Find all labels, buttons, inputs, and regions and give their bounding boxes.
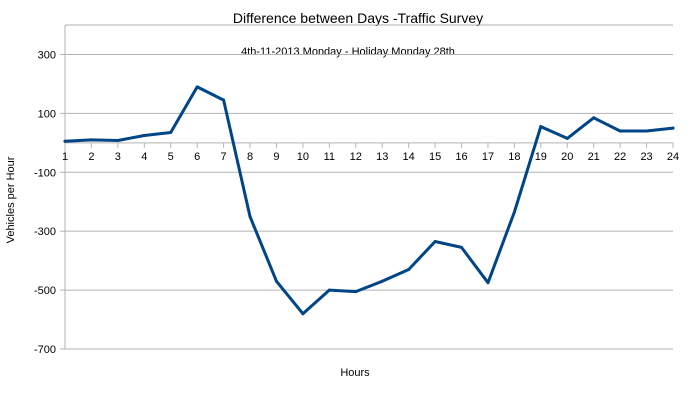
data-point bbox=[433, 240, 437, 243]
x-tick-label: 17 bbox=[482, 151, 494, 163]
axes bbox=[64, 25, 673, 349]
x-tick-label: 8 bbox=[247, 151, 253, 163]
y-tick-label: 300 bbox=[38, 49, 56, 61]
series-group bbox=[63, 85, 675, 316]
data-point bbox=[618, 129, 622, 133]
data-point bbox=[645, 129, 649, 133]
x-tick-label: 4 bbox=[141, 151, 147, 163]
data-point bbox=[248, 215, 252, 218]
data-point bbox=[380, 279, 384, 283]
x-tick-label: 24 bbox=[667, 151, 679, 163]
data-point bbox=[565, 136, 569, 140]
x-tick-label: 11 bbox=[324, 151, 335, 163]
y-tick-label: -500 bbox=[34, 285, 56, 297]
x-tick-label: 5 bbox=[168, 151, 174, 163]
data-point bbox=[195, 85, 199, 89]
y-axis-ticks: 300 100 -100 -300 -500 -700 bbox=[34, 49, 65, 356]
data-point bbox=[486, 281, 490, 285]
data-point bbox=[142, 134, 146, 137]
x-tick-label: 15 bbox=[429, 151, 441, 163]
x-axis-ticks: 1 2 3 4 5 6 7 8 9 10 11 12 13 14 15 16 17 18 19 20 21 22 23 24 bbox=[62, 142, 679, 163]
x-tick-label: 23 bbox=[640, 151, 652, 163]
data-point bbox=[354, 290, 358, 294]
x-tick-label: 2 bbox=[88, 151, 94, 163]
x-tick-label: 1 bbox=[62, 151, 68, 163]
data-point bbox=[460, 245, 463, 249]
data-point bbox=[592, 116, 596, 120]
gridlines bbox=[65, 24, 673, 350]
x-tick-label: 13 bbox=[376, 151, 388, 163]
y-tick-label: -300 bbox=[34, 226, 56, 238]
x-tick-label: 9 bbox=[273, 151, 279, 163]
y-axis-label: Vehicles per Hour bbox=[5, 156, 17, 243]
data-point bbox=[63, 139, 67, 143]
x-tick-label: 3 bbox=[115, 151, 121, 163]
x-tick-label: 7 bbox=[221, 151, 227, 163]
data-point bbox=[222, 98, 226, 102]
data-point bbox=[327, 288, 331, 292]
chart-title: Difference between Days -Traffic Survey bbox=[233, 10, 483, 26]
data-point bbox=[89, 138, 93, 142]
x-tick-label: 18 bbox=[508, 151, 520, 163]
y-tick-label: -100 bbox=[34, 167, 56, 179]
x-tick-label: 12 bbox=[350, 151, 362, 163]
data-point bbox=[275, 279, 278, 283]
data-point bbox=[407, 268, 411, 271]
y-tick-label: 100 bbox=[38, 108, 56, 120]
data-point bbox=[671, 126, 675, 130]
x-axis-label: Hours bbox=[340, 367, 370, 379]
chart-subtitle: 4th-11-2013 Monday - Holiday Monday 28th bbox=[241, 46, 455, 58]
data-point bbox=[301, 312, 305, 316]
y-tick-label: -700 bbox=[34, 344, 56, 356]
x-tick-label: 19 bbox=[535, 151, 547, 163]
data-point bbox=[539, 125, 543, 129]
x-tick-label: 10 bbox=[297, 151, 309, 163]
series-line bbox=[63, 85, 675, 316]
data-point bbox=[512, 210, 516, 214]
x-tick-label: 22 bbox=[614, 151, 626, 163]
data-point bbox=[169, 131, 173, 134]
x-tick-label: 20 bbox=[561, 151, 573, 163]
x-tick-label: 14 bbox=[403, 151, 415, 163]
x-tick-label: 6 bbox=[194, 151, 200, 163]
data-point bbox=[116, 139, 120, 142]
x-tick-label: 21 bbox=[588, 151, 600, 163]
x-tick-label: 16 bbox=[455, 151, 467, 163]
